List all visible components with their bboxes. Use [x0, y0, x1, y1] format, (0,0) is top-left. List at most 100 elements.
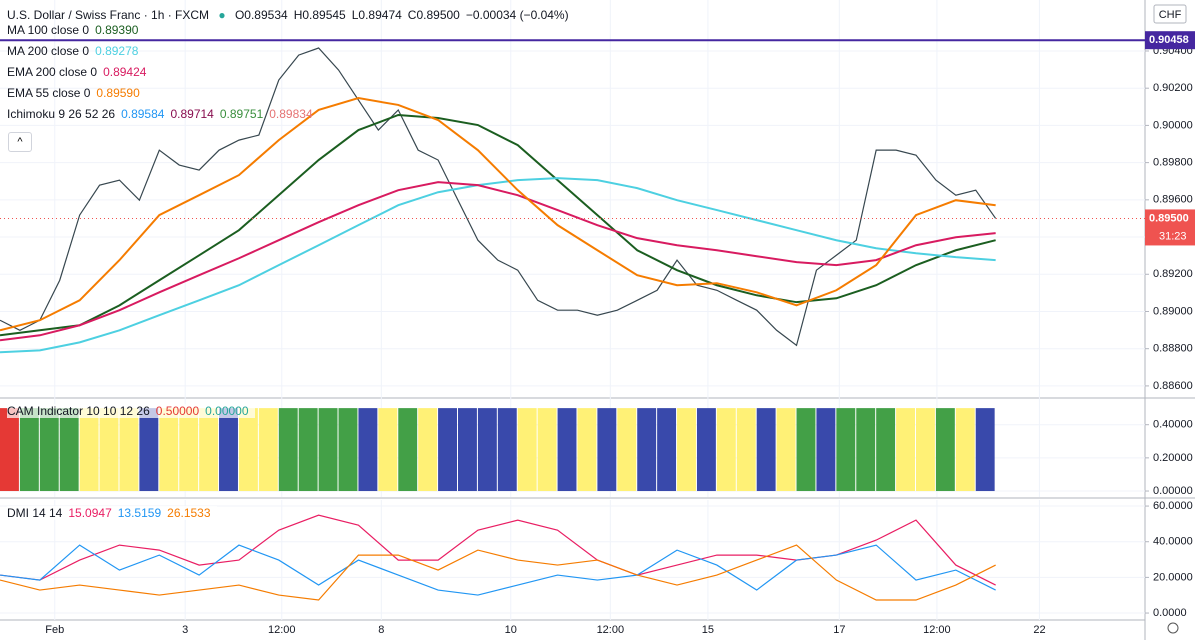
settings-icon[interactable]	[1167, 622, 1179, 634]
cam-bar	[119, 408, 139, 492]
currency-box[interactable]	[1153, 4, 1187, 24]
price-badge-label: 0.89500	[1149, 212, 1189, 224]
cam-bar	[298, 408, 318, 492]
cam-bar	[477, 408, 497, 492]
legend-value: 0.89424	[103, 65, 147, 79]
cam-bar	[99, 408, 119, 492]
y-tick-label: 0.89000	[1153, 305, 1193, 317]
legend-value: 0.89714	[170, 107, 214, 121]
cam-bar	[199, 408, 219, 492]
ohlc: O0.89534 H0.89545 L0.89474 C0.89500 −0.00034…	[235, 8, 575, 22]
cam-bar	[497, 408, 517, 492]
price-badge	[1145, 31, 1195, 50]
cam-bar	[39, 408, 59, 492]
live-dot: ●	[218, 8, 226, 22]
legend-row: MA 100 close 0 0.89390	[7, 23, 144, 37]
legend-name: EMA 55 close 0	[7, 86, 91, 100]
legend-row: MA 200 close 0 0.89278	[7, 44, 144, 58]
ohlc-value: L0.89474	[351, 8, 402, 22]
x-tick-label: 15	[702, 624, 714, 636]
series-line	[0, 177, 996, 354]
legend-value: 15.0947	[68, 506, 112, 520]
cam-bar	[716, 408, 736, 492]
cam-bar	[617, 408, 637, 492]
series-line	[0, 113, 996, 337]
legend-row: EMA 200 close 0 0.89424	[7, 65, 152, 79]
y-tick-label: 0.00000	[1153, 485, 1193, 497]
symbol-title: U.S. Dollar / Swiss Franc · 1h · FXCM	[7, 8, 210, 22]
ohlc-value: H0.89545	[293, 8, 346, 22]
x-tick-label: 12:00	[597, 624, 625, 636]
cam-bar	[896, 408, 915, 492]
cam-bar	[139, 408, 159, 492]
cam-bar	[955, 408, 975, 492]
cam-bar	[935, 408, 955, 492]
y-tick-label: 0.89600	[1153, 194, 1193, 206]
cam-bar	[378, 408, 398, 492]
cam-bar	[418, 408, 438, 492]
legend-value: 0.89834	[269, 107, 313, 121]
y-tick-label: 0.40000	[1153, 419, 1193, 431]
legend-name: CAM Indicator 10 10 12 26	[7, 404, 150, 418]
legend-value: 26.1533	[167, 506, 211, 520]
cam-bar	[916, 408, 935, 492]
cam-bar	[816, 408, 836, 492]
legend-value: 0.50000	[155, 404, 200, 418]
cam-bar	[79, 408, 99, 492]
price-badge	[1145, 209, 1195, 246]
legend-value: 0.89590	[96, 86, 140, 100]
legend-value: 0.89751	[219, 107, 264, 121]
cam-bar	[876, 408, 896, 492]
y-tick-label: 0.0000	[1153, 607, 1187, 619]
x-tick-label: 3	[182, 624, 188, 636]
y-tick-label: 0.20000	[1153, 452, 1193, 464]
ohlc-value: C0.89500	[407, 8, 460, 22]
legend-name: DMI 14 14	[7, 506, 63, 520]
y-tick-label: 0.88800	[1153, 343, 1193, 355]
cam-bar	[537, 408, 557, 492]
legend-name: EMA 200 close 0	[7, 65, 98, 79]
y-tick-label: 0.90200	[1153, 82, 1193, 94]
legend-value: 13.5159	[117, 506, 162, 520]
y-tick-label: 0.88600	[1153, 380, 1193, 392]
cam-bar	[776, 408, 796, 492]
cam-bar	[0, 408, 19, 492]
y-tick-label: 60.0000	[1153, 500, 1193, 512]
cam-bar	[179, 408, 199, 492]
cam-bar	[59, 408, 79, 492]
cam-bar	[856, 408, 876, 492]
y-tick-label: 0.90000	[1153, 119, 1193, 131]
cam-bar	[19, 408, 39, 492]
price-badge-label: 0.90458	[1149, 34, 1189, 46]
symbol-header: U.S. Dollar / Swiss Franc · 1h · FXCM ● …	[7, 8, 581, 22]
cam-bar	[677, 408, 696, 492]
countdown: 31:23	[1159, 230, 1187, 242]
series-line	[0, 181, 996, 342]
x-tick-label: 22	[1033, 624, 1045, 636]
cam-bar	[458, 408, 477, 492]
cam-bar	[318, 408, 338, 492]
collapse-button[interactable]: ^	[8, 132, 32, 152]
ohlc-value: O0.89534	[234, 8, 288, 22]
cam-bar	[975, 408, 995, 492]
cam-bar	[338, 408, 358, 492]
cam-bar	[238, 408, 258, 492]
cam-bar	[736, 408, 756, 492]
cam-bar	[756, 408, 776, 492]
currency: CHF	[1159, 9, 1182, 21]
cam-bar	[258, 408, 278, 492]
legend-value: 0.89390	[95, 23, 139, 37]
x-tick-label: 12:00	[268, 624, 296, 636]
cam-bar	[696, 408, 716, 492]
legend-row: CAM Indicator 10 10 12 26 0.50000 0.00000	[7, 404, 255, 418]
legend-row: EMA 55 close 0 0.89590	[7, 86, 146, 100]
y-tick-label: 0.89800	[1153, 157, 1193, 169]
legend-name: MA 200 close 0	[7, 44, 90, 58]
x-tick-label: 10	[505, 624, 517, 636]
legend-row: Ichimoku 9 26 52 26 0.89584 0.89714 0.89751…	[7, 107, 319, 121]
legend-value: 0.00000	[205, 404, 249, 418]
legend-row: DMI 14 14 15.0947 13.5159 26.1533	[7, 506, 217, 520]
